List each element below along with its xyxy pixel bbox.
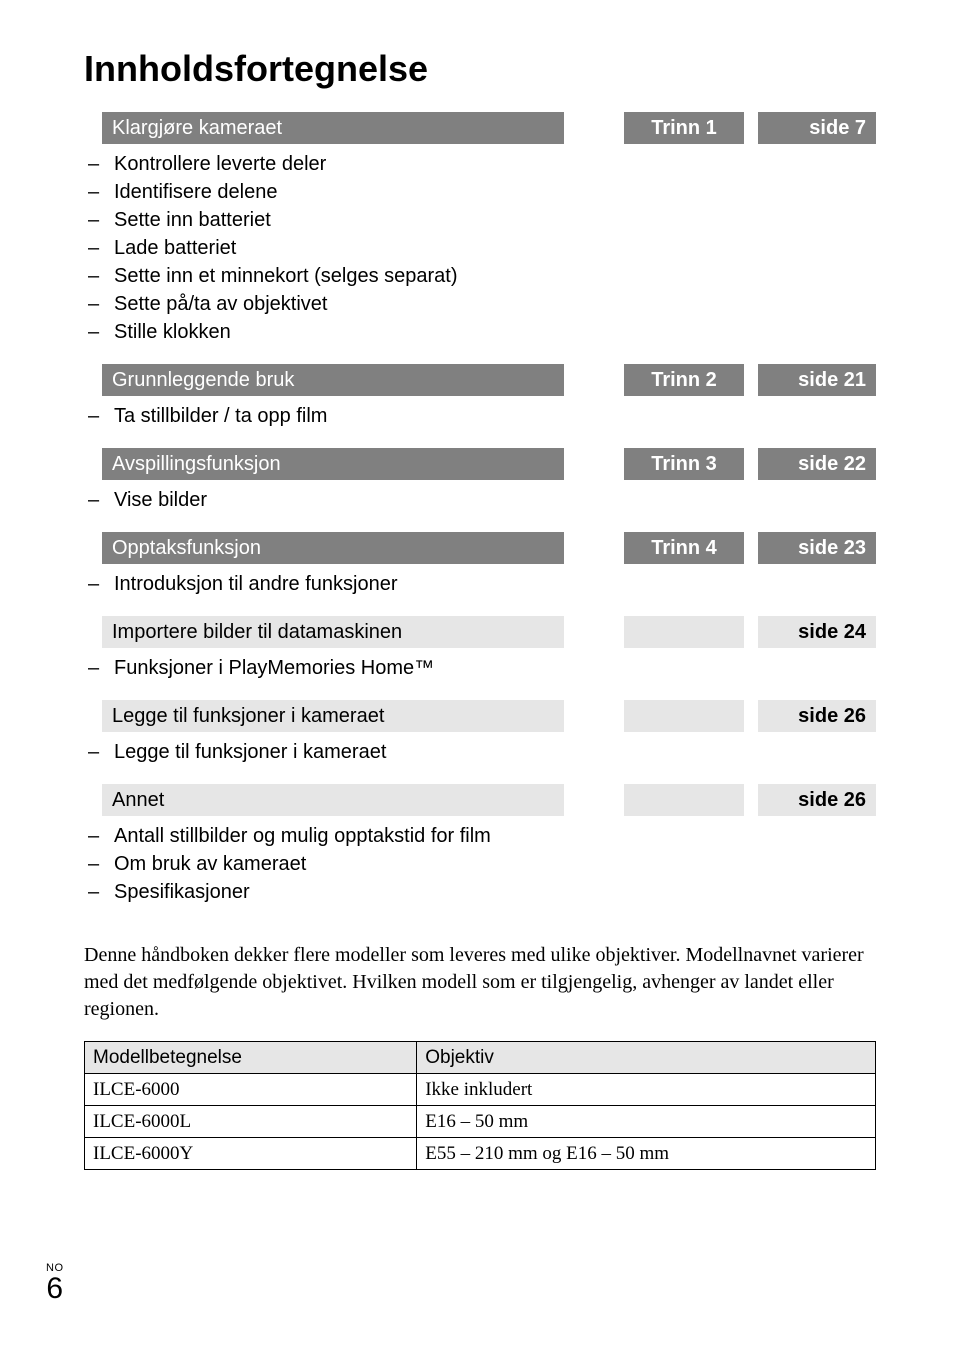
header-gap — [84, 112, 102, 144]
toc-sections: Klargjøre kameraetTrinn 1side 7Kontrolle… — [84, 112, 876, 906]
document-page: Innholdsfortegnelse Klargjøre kameraet Tr… — [0, 0, 954, 1210]
header-gap — [84, 364, 102, 396]
header-gap — [744, 112, 758, 144]
table-cell: E55 – 210 mm og E16 – 50 mm — [417, 1138, 876, 1170]
toc-section-header: Annet side 26 — [84, 784, 876, 816]
header-gap — [564, 112, 624, 144]
toc-section: Klargjøre kameraetTrinn 1side 7Kontrolle… — [84, 112, 876, 346]
toc-section-header: Klargjøre kameraet Trinn 1 side 7 — [84, 112, 876, 144]
toc-section-title: Grunnleggende bruk — [102, 364, 564, 396]
toc-section-items: Funksjoner i PlayMemories Home™ — [84, 648, 876, 682]
header-gap — [84, 700, 102, 732]
toc-item: Lade batteriet — [86, 234, 876, 262]
toc-section-step: Trinn 1 — [624, 112, 744, 144]
header-gap — [744, 784, 758, 816]
toc-section-items: Introduksjon til andre funksjoner — [84, 564, 876, 598]
toc-section: Annet side 26 Antall stillbilder og mulig … — [84, 784, 876, 906]
table-cell: ILCE-6000 — [85, 1074, 417, 1106]
toc-section-page: side 26 — [758, 700, 876, 732]
models-table: Modellbetegnelse Objektiv ILCE-6000Ikke … — [84, 1041, 876, 1170]
header-gap — [84, 616, 102, 648]
header-gap — [744, 448, 758, 480]
toc-section-items: Antall stillbilder og mulig opptakstid f… — [84, 816, 876, 906]
header-gap — [84, 784, 102, 816]
toc-section-step — [624, 700, 744, 732]
toc-section-items: Vise bilder — [84, 480, 876, 514]
toc-section-header: Avspillingsfunksjon Trinn 3 side 22 — [84, 448, 876, 480]
toc-item: Sette på/ta av objektivet — [86, 290, 876, 318]
table-row: ILCE-6000LE16 – 50 mm — [85, 1106, 876, 1138]
toc-section-header: Grunnleggende bruk Trinn 2 side 21 — [84, 364, 876, 396]
toc-section: Opptaksfunksjon Trinn 4 side 23 Introduksjo… — [84, 532, 876, 598]
page-title: Innholdsfortegnelse — [84, 48, 876, 90]
toc-item: Stille klokken — [86, 318, 876, 346]
page-number: 6 — [46, 1274, 63, 1304]
toc-section-step: Trinn 2 — [624, 364, 744, 396]
toc-section-page: side 22 — [758, 448, 876, 480]
toc-item: Om bruk av kameraet — [86, 850, 876, 878]
toc-item: Introduksjon til andre funksjoner — [86, 570, 876, 598]
header-gap — [564, 700, 624, 732]
body-paragraph: Denne håndboken dekker flere modeller so… — [84, 942, 876, 1023]
toc-section-page: side 26 — [758, 784, 876, 816]
toc-section-items: Legge til funksjoner i kameraet — [84, 732, 876, 766]
toc-section-header: Opptaksfunksjon Trinn 4 side 23 — [84, 532, 876, 564]
header-gap — [564, 532, 624, 564]
toc-section: Legge til funksjoner i kameraetside 26Le… — [84, 700, 876, 766]
header-gap — [84, 448, 102, 480]
toc-item: Identifisere delene — [86, 178, 876, 206]
table-row: ILCE-6000Ikke inkludert — [85, 1074, 876, 1106]
page-side-labels: NO 6 — [46, 1263, 64, 1304]
toc-section-items: Ta stillbilder / ta opp film — [84, 396, 876, 430]
toc-section-items: Kontrollere leverte delerIdentifisere de… — [84, 144, 876, 346]
toc-section-title: Opptaksfunksjon — [102, 532, 564, 564]
toc-item: Vise bilder — [86, 486, 876, 514]
toc-section: Importere bilder til datamaskinen side 24… — [84, 616, 876, 682]
header-gap — [744, 700, 758, 732]
toc-section-step — [624, 784, 744, 816]
toc-section-page: side 7 — [758, 112, 876, 144]
toc-section-title: Legge til funksjoner i kameraet — [102, 700, 564, 732]
toc-item: Spesifikasjoner — [86, 878, 876, 906]
toc-section: Avspillingsfunksjon Trinn 3 side 22 Vise bi… — [84, 448, 876, 514]
header-gap — [84, 532, 102, 564]
table-header-cell: Modellbetegnelse — [85, 1042, 417, 1074]
toc-section-page: side 23 — [758, 532, 876, 564]
header-gap — [564, 616, 624, 648]
toc-section-step: Trinn 3 — [624, 448, 744, 480]
header-gap — [564, 448, 624, 480]
header-gap — [564, 364, 624, 396]
toc-section-page: side 24 — [758, 616, 876, 648]
table-cell: E16 – 50 mm — [417, 1106, 876, 1138]
table-header-row: Modellbetegnelse Objektiv — [85, 1042, 876, 1074]
table-cell: ILCE-6000Y — [85, 1138, 417, 1170]
toc-item: Sette inn batteriet — [86, 206, 876, 234]
toc-section-header: Legge til funksjoner i kameraet side 26 — [84, 700, 876, 732]
header-gap — [744, 364, 758, 396]
toc-item: Antall stillbilder og mulig opptakstid f… — [86, 822, 876, 850]
header-gap — [564, 784, 624, 816]
toc-section-step: Trinn 4 — [624, 532, 744, 564]
toc-section: Grunnleggende bruk Trinn 2 side 21 Ta still… — [84, 364, 876, 430]
table-cell: ILCE-6000L — [85, 1106, 417, 1138]
toc-section-title: Avspillingsfunksjon — [102, 448, 564, 480]
table-row: ILCE-6000YE55 – 210 mm og E16 – 50 mm — [85, 1138, 876, 1170]
toc-item: Ta stillbilder / ta opp film — [86, 402, 876, 430]
toc-item: Funksjoner i PlayMemories Home™ — [86, 654, 876, 682]
toc-item: Kontrollere leverte deler — [86, 150, 876, 178]
table-cell: Ikke inkludert — [417, 1074, 876, 1106]
header-gap — [744, 532, 758, 564]
toc-section-title: Importere bilder til datamaskinen — [102, 616, 564, 648]
toc-section-step — [624, 616, 744, 648]
toc-section-title: Klargjøre kameraet — [102, 112, 564, 144]
toc-section-header: Importere bilder til datamaskinen side 24 — [84, 616, 876, 648]
table-header-cell: Objektiv — [417, 1042, 876, 1074]
toc-section-title: Annet — [102, 784, 564, 816]
toc-item: Sette inn et minnekort (selges separat) — [86, 262, 876, 290]
header-gap — [744, 616, 758, 648]
toc-section-page: side 21 — [758, 364, 876, 396]
toc-item: Legge til funksjoner i kameraet — [86, 738, 876, 766]
